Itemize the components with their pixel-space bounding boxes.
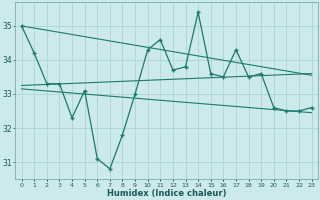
X-axis label: Humidex (Indice chaleur): Humidex (Indice chaleur) <box>107 189 226 198</box>
